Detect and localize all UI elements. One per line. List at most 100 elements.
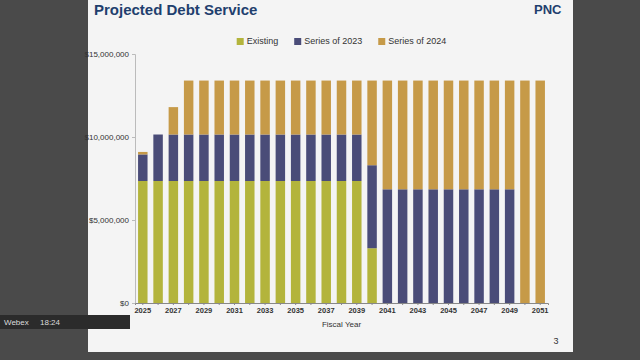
tick: 2043 [410,303,427,315]
bar [398,81,407,190]
tick-mark [494,303,495,305]
tick: 2033 [257,303,274,315]
tick-mark [433,303,434,305]
bar [321,81,330,135]
legend-swatch [378,38,385,45]
bar [306,135,315,181]
tick-mark [173,303,174,305]
tick-label: 2039 [348,306,365,315]
bar [276,81,285,135]
tick [524,303,525,305]
bar [321,181,330,303]
bar [367,81,376,166]
tick: 2039 [348,303,365,315]
bar [520,81,529,303]
tick-label: 2049 [501,306,518,315]
bar [184,181,193,303]
tick-mark [524,303,525,305]
bar [367,165,376,248]
bar [184,81,193,135]
axis-line [136,304,549,306]
tick-mark [448,303,449,305]
tick-label: 2037 [318,306,335,315]
bar [306,81,315,135]
tick: 2035 [287,303,304,315]
tick: $10,000,000 [85,133,136,142]
tick-mark [132,303,135,304]
bar [199,181,208,303]
tick-label: 2027 [165,306,182,315]
tick-mark [417,303,418,305]
bar [291,181,300,303]
bar [169,181,178,303]
bar [505,189,514,303]
tick-label: 2041 [379,306,396,315]
legend-label: Series of 2023 [304,36,362,46]
bar [337,135,346,181]
bar [337,181,346,303]
legend-item: Series of 2023 [294,36,362,46]
bar [276,135,285,181]
tick-label: 2025 [134,306,151,315]
bar [459,189,468,303]
legend-swatch [237,38,244,45]
tick [219,303,220,305]
tick-mark [132,54,135,55]
bar [428,81,437,190]
tick-mark [326,303,327,305]
bar [199,81,208,135]
tick: 2027 [165,303,182,315]
tick: 2051 [532,303,549,315]
tick-mark [310,303,311,305]
bar [474,189,483,303]
tick-mark [341,303,342,305]
bar [169,107,178,134]
tick-mark [280,303,281,305]
tick: 2041 [379,303,396,315]
axis-line [132,55,136,304]
tick-label: 2031 [226,306,243,315]
tick: 2047 [471,303,488,315]
bar [291,81,300,135]
bar [230,81,239,135]
bar [352,135,361,181]
tick-mark [132,137,135,138]
bar [352,81,361,135]
series [138,181,377,303]
tick-mark [249,303,250,305]
bar [169,135,178,181]
axis-title: Fiscal Year [322,320,361,329]
annotation: Webex [4,318,29,327]
bar [230,135,239,181]
bar [184,135,193,181]
y-axis: $0 $5,000,000 $10,000,000 $15,000,000 [85,50,136,308]
bar [367,248,376,303]
tick [494,303,495,305]
tick [402,303,403,305]
tick-mark [463,303,464,305]
tick: $0 [120,299,135,308]
bar [214,81,223,135]
tick-mark [402,303,403,305]
bar [505,81,514,190]
tick-mark [372,303,373,305]
tick: 2045 [440,303,457,315]
tick-mark [509,303,510,305]
legend-label: Existing [247,36,279,46]
bar [352,181,361,303]
bar [214,135,223,181]
bar [383,189,392,303]
bar [260,81,269,135]
tick-label: 2033 [257,306,274,315]
bar [444,81,453,190]
slide [88,0,573,352]
tick-label: 2047 [471,306,488,315]
series [138,135,514,303]
tick-label: 2029 [196,306,213,315]
tick: 2025 [134,303,151,315]
bar [428,189,437,303]
bar [153,181,162,303]
tick [372,303,373,305]
tick: $15,000,000 [85,50,136,59]
tick: $5,000,000 [89,216,135,225]
